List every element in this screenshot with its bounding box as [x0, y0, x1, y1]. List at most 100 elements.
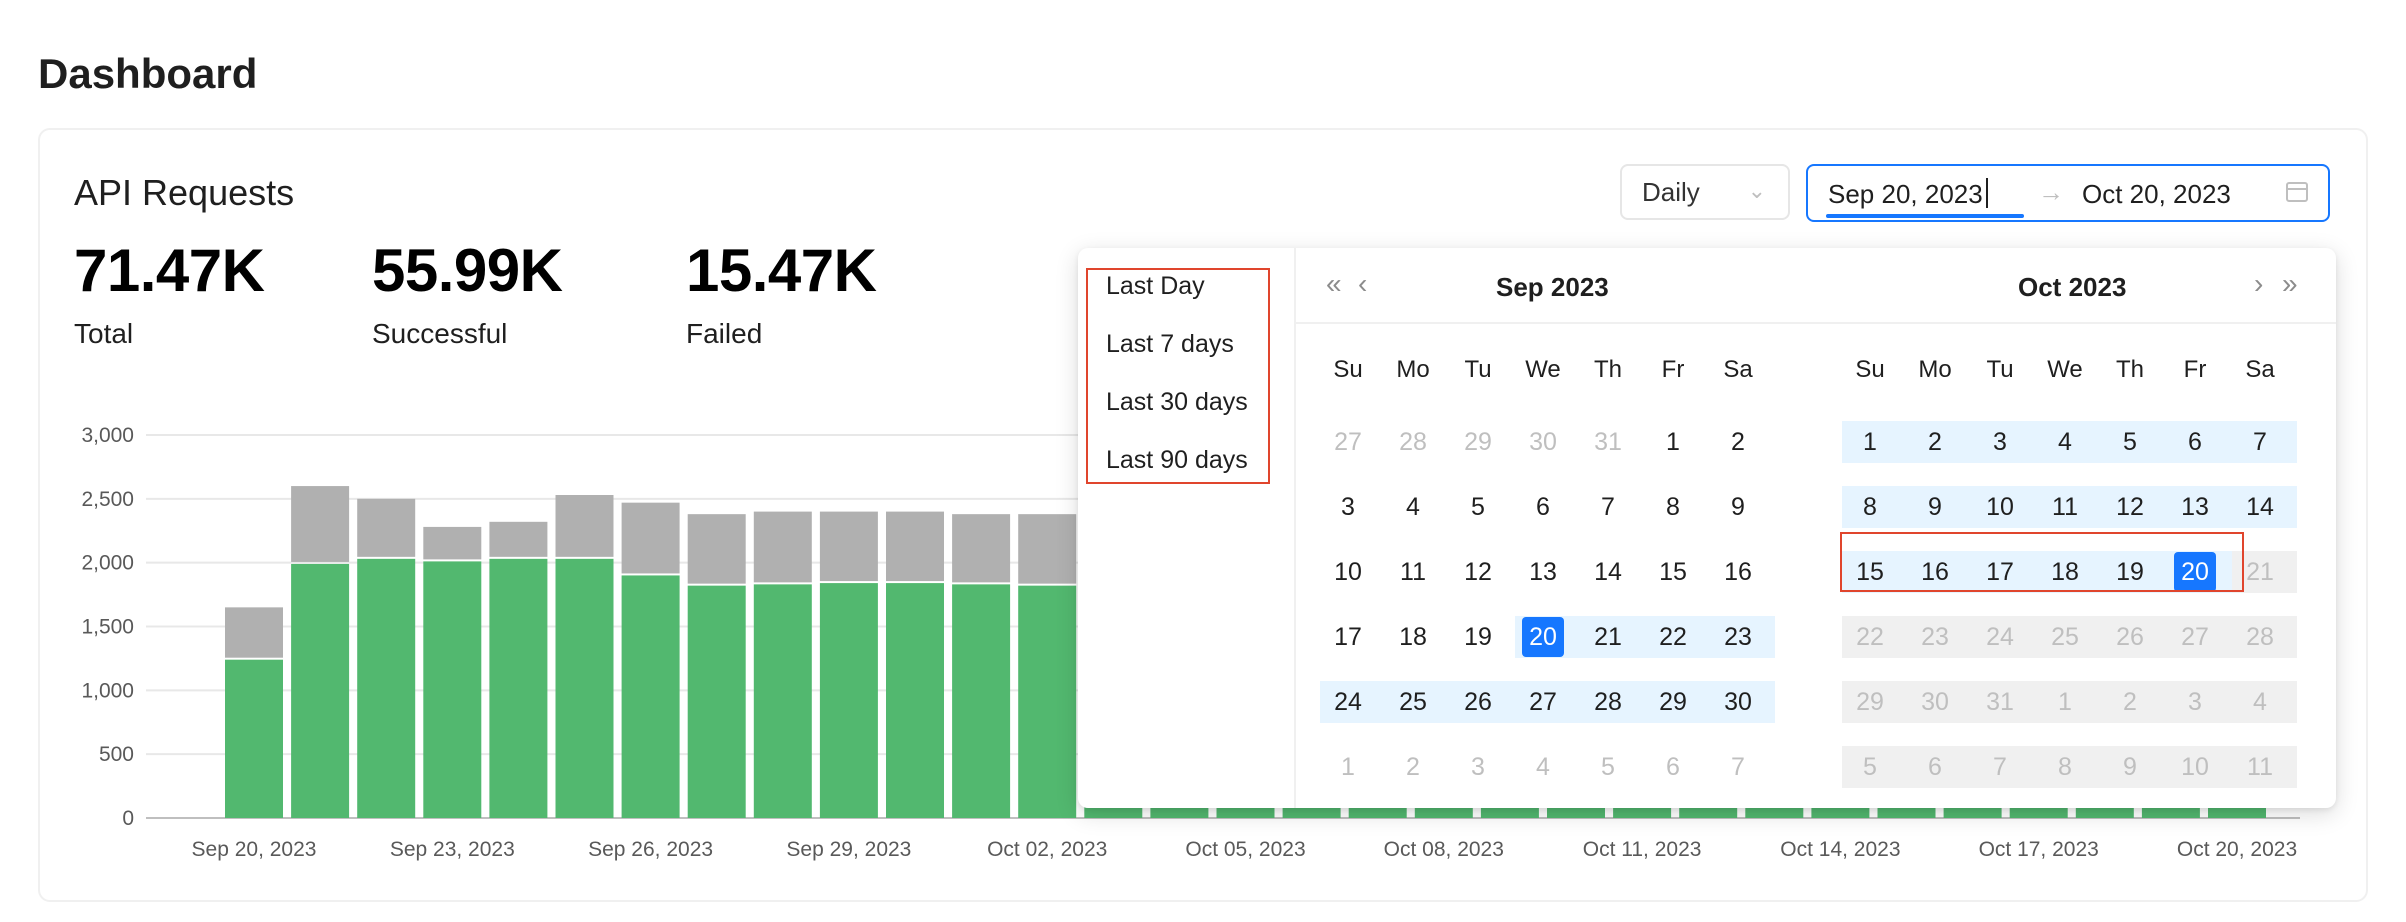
calendar-day[interactable]: 10 [2181, 753, 2209, 781]
calendar-day[interactable]: 5 [1601, 753, 1615, 781]
calendar-day[interactable]: 2 [1406, 753, 1420, 781]
calendar-day[interactable]: 29 [1659, 688, 1687, 716]
granularity-select[interactable]: Daily ⌄ [1620, 164, 1790, 220]
calendar-day[interactable]: 10 [1334, 558, 1362, 586]
calendar-day[interactable]: 12 [2116, 493, 2144, 521]
calendar-day[interactable]: 1 [1863, 428, 1877, 456]
calendar-day[interactable]: 25 [2051, 623, 2079, 651]
calendar-day[interactable]: 16 [1921, 558, 1949, 586]
calendar-day[interactable]: 23 [1724, 623, 1752, 651]
calendar-day[interactable]: 29 [1464, 428, 1492, 456]
calendar-day[interactable]: 3 [2188, 688, 2202, 716]
calendar-day[interactable]: 30 [1921, 688, 1949, 716]
calendar-day[interactable]: 20 [2165, 552, 2225, 592]
calendar-day[interactable]: 22 [1856, 623, 1884, 651]
range-end-input[interactable]: Oct 20, 2023 [2082, 179, 2231, 209]
calendar-day[interactable]: 25 [1399, 688, 1427, 716]
calendar-day[interactable]: 28 [1399, 428, 1427, 456]
calendar-day[interactable]: 20 [1513, 617, 1573, 657]
calendar-day[interactable]: 7 [2253, 428, 2267, 456]
calendar-day[interactable]: 15 [1856, 558, 1884, 586]
calendar-day[interactable]: 15 [1659, 558, 1687, 586]
calendar-day[interactable]: 1 [2058, 688, 2072, 716]
calendar-day[interactable]: 10 [1986, 493, 2014, 521]
calendar-day[interactable]: 21 [2246, 558, 2274, 586]
calendar-day[interactable]: 11 [2052, 493, 2078, 521]
range-band [1842, 616, 1907, 658]
calendar-day[interactable]: 11 [2247, 753, 2273, 781]
calendar-day[interactable]: 9 [2123, 753, 2137, 781]
calendar-day[interactable]: 1 [1666, 428, 1680, 456]
calendar-day[interactable]: 30 [1529, 428, 1557, 456]
double-chevron-left-icon[interactable]: « [1326, 268, 1342, 299]
calendar-day[interactable]: 5 [1471, 493, 1485, 521]
calendar-day[interactable]: 8 [1666, 493, 1680, 521]
calendar-day[interactable]: 9 [1731, 493, 1745, 521]
calendar-day[interactable]: 27 [1334, 428, 1362, 456]
calendar-day[interactable]: 18 [1399, 623, 1427, 651]
calendar-day[interactable]: 31 [1594, 428, 1622, 456]
calendar-icon[interactable] [2286, 182, 2308, 202]
calendar-day[interactable]: 3 [1341, 493, 1355, 521]
calendar-day[interactable]: 6 [1928, 753, 1942, 781]
calendar-day[interactable]: 26 [2116, 623, 2144, 651]
calendar-day[interactable]: 2 [1731, 428, 1745, 456]
calendar-day[interactable]: 24 [1334, 688, 1362, 716]
calendar-day[interactable]: 14 [2246, 493, 2274, 521]
calendar-day[interactable]: 8 [2058, 753, 2072, 781]
calendar-day[interactable]: 26 [1464, 688, 1492, 716]
chevron-right-icon[interactable]: › [2254, 268, 2264, 299]
calendar-day[interactable]: 28 [2246, 623, 2274, 651]
calendar-day[interactable]: 9 [1928, 493, 1942, 521]
calendar-day[interactable]: 29 [1856, 688, 1884, 716]
calendar-day[interactable]: 13 [2181, 493, 2209, 521]
calendar-day[interactable]: 22 [1659, 623, 1687, 651]
calendar-day[interactable]: 3 [1471, 753, 1485, 781]
calendar-day[interactable]: 2 [1928, 428, 1942, 456]
preset-last-7-days[interactable]: Last 7 days [1106, 330, 1234, 358]
range-start-input[interactable]: Sep 20, 2023 [1828, 179, 1983, 209]
calendar-day[interactable]: 4 [2058, 428, 2072, 456]
calendar-day[interactable]: 27 [1529, 688, 1557, 716]
calendar-day[interactable]: 4 [1406, 493, 1420, 521]
calendar-day[interactable]: 4 [1536, 753, 1550, 781]
preset-last-30-days[interactable]: Last 30 days [1106, 388, 1248, 416]
calendar-day[interactable]: 19 [1464, 623, 1492, 651]
calendar-day[interactable]: 16 [1724, 558, 1752, 586]
calendar-day[interactable]: 12 [1464, 558, 1492, 586]
date-range-picker[interactable]: Sep 20, 2023 → Oct 20, 2023 [1806, 164, 2330, 222]
calendar-day[interactable]: 11 [1400, 558, 1426, 586]
calendar-day[interactable]: 7 [1601, 493, 1615, 521]
calendar-day[interactable]: 14 [1594, 558, 1622, 586]
calendar-day[interactable]: 5 [1863, 753, 1877, 781]
calendar-day[interactable]: 4 [2253, 688, 2267, 716]
calendar-day[interactable]: 3 [1993, 428, 2007, 456]
calendar-day[interactable]: 31 [1986, 688, 2014, 716]
calendar-day[interactable]: 27 [2181, 623, 2209, 651]
preset-last-90-days[interactable]: Last 90 days [1106, 446, 1248, 474]
calendar-day[interactable]: 8 [1863, 493, 1877, 521]
calendar-day[interactable]: 24 [1986, 623, 2014, 651]
calendar-day[interactable]: 6 [2188, 428, 2202, 456]
calendar-day[interactable]: 21 [1594, 623, 1622, 651]
preset-last-day[interactable]: Last Day [1106, 272, 1205, 300]
chevron-left-icon[interactable]: ‹ [1358, 268, 1368, 299]
calendar-day[interactable]: 17 [1334, 623, 1362, 651]
calendar-day[interactable]: 7 [1993, 753, 2007, 781]
calendar-day[interactable]: 19 [2116, 558, 2144, 586]
calendar-day[interactable]: 17 [1986, 558, 2014, 586]
calendar-day[interactable]: 28 [1594, 688, 1622, 716]
calendar-day[interactable]: 30 [1724, 688, 1752, 716]
calendar-day[interactable]: 5 [2123, 428, 2137, 456]
calendar-day[interactable]: 13 [1529, 558, 1557, 586]
calendar-day[interactable]: 7 [1731, 753, 1745, 781]
calendar-day[interactable]: 18 [2051, 558, 2079, 586]
calendar-day[interactable]: 6 [1536, 493, 1550, 521]
calendar-day[interactable]: 2 [2123, 688, 2137, 716]
month-title-right[interactable]: Oct 2023 [2018, 272, 2127, 302]
calendar-day[interactable]: 6 [1666, 753, 1680, 781]
calendar-day[interactable]: 1 [1341, 753, 1355, 781]
month-title-left[interactable]: Sep 2023 [1496, 272, 1609, 302]
double-chevron-right-icon[interactable]: » [2282, 268, 2298, 299]
calendar-day[interactable]: 23 [1921, 623, 1949, 651]
